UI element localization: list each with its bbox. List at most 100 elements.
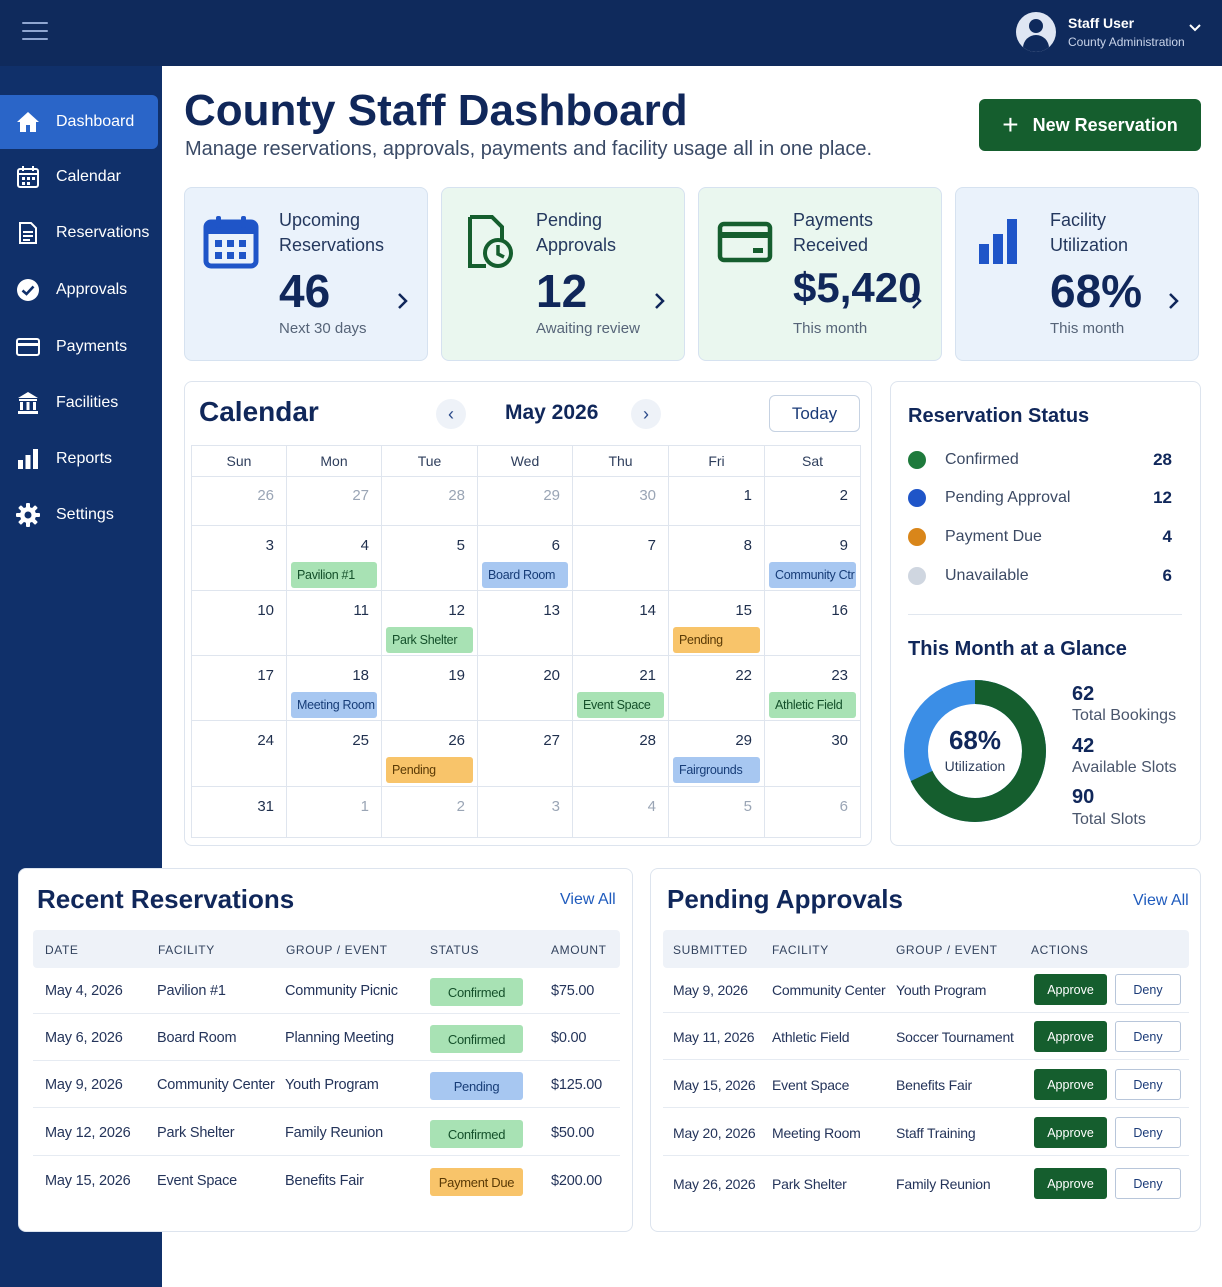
sidebar-item-reservations[interactable]: Reservations [0,206,158,260]
today-button[interactable]: Today [769,395,860,432]
calendar-day-cell[interactable]: 3 [478,787,573,838]
calendar-day-cell[interactable]: 31 [192,787,287,838]
calendar-day-cell[interactable]: 3 [192,526,287,591]
approve-button[interactable]: Approve [1034,1021,1107,1052]
calendar-day-cell[interactable]: 13 [478,591,573,656]
calendar-day-cell[interactable]: 21 Event Space [573,656,669,721]
page-subtitle: Manage reservations, approvals, payments… [185,138,873,160]
column-header-group-event: GROUP / EVENT [896,943,998,957]
calendar-day-cell[interactable]: 20 [478,656,573,721]
calendar-day-cell[interactable]: 28 [573,721,669,787]
calendar-day-cell[interactable]: 16 [765,591,861,656]
day-number: 20 [543,667,560,684]
deny-button[interactable]: Deny [1115,1021,1181,1052]
calendar-day-cell[interactable]: 23 Athletic Field [765,656,861,721]
cell-event: Youth Program [896,982,987,998]
calendar-event[interactable]: Board Room [482,562,568,588]
approve-button[interactable]: Approve [1034,1117,1107,1148]
plus-icon: + [1002,109,1019,140]
cell-date: May 9, 2026 [45,1077,123,1093]
calendar-event[interactable]: Fairgrounds [673,757,760,783]
calendar-day-cell[interactable]: 12 Park Shelter [382,591,478,656]
calendar-event[interactable]: Athletic Field [769,692,856,718]
sidebar-item-approvals[interactable]: Approvals [0,263,158,317]
calendar-day-cell[interactable]: 25 [287,721,382,787]
calendar-day-cell[interactable]: 30 [765,721,861,787]
calendar-day-cell[interactable]: 26 Pending [382,721,478,787]
approve-button[interactable]: Approve [1034,1168,1107,1199]
sidebar-item-label: Approvals [56,281,128,298]
calendar-day-cell[interactable]: 15 Pending [669,591,765,656]
calendar-day-cell[interactable]: 7 [573,526,669,591]
calendar-day-cell[interactable]: 29 Fairgrounds [669,721,765,787]
calendar-day-cell[interactable]: 28 [382,477,478,526]
sidebar-item-dashboard[interactable]: Dashboard [0,95,158,149]
menu-icon[interactable] [22,22,48,42]
calendar-event[interactable]: Meeting Room [291,692,377,718]
calendar-day-cell[interactable]: 27 [478,721,573,787]
row-divider [663,1059,1189,1060]
approvals-view-all-link[interactable]: View All [1133,892,1189,909]
day-number: 27 [543,732,560,749]
approve-button[interactable]: Approve [1034,974,1107,1005]
calendar-event[interactable]: Park Shelter [386,627,473,653]
calendar-day-cell[interactable]: 24 [192,721,287,787]
calendar-day-cell[interactable]: 4 Pavilion #1 [287,526,382,591]
next-month-button[interactable]: › [631,399,661,429]
calendar-day-cell[interactable]: 1 [287,787,382,838]
stat-card-facility-utilization[interactable]: Facility Utilization 68% This month [955,187,1199,361]
previous-month-button[interactable]: ‹ [436,399,466,429]
deny-button[interactable]: Deny [1115,1117,1181,1148]
calendar-day-cell[interactable]: 30 [573,477,669,526]
calendar-day-cell[interactable]: 8 [669,526,765,591]
calendar-day-cell[interactable]: 11 [287,591,382,656]
calendar-event[interactable]: Pending [386,757,473,783]
calendar-day-cell[interactable]: 4 [573,787,669,838]
calendar-icon [203,214,259,270]
deny-button[interactable]: Deny [1115,1069,1181,1100]
cell-event: Benefits Fair [896,1077,972,1093]
calendar-day-cell[interactable]: 19 [382,656,478,721]
calendar-day-cell[interactable]: 29 [478,477,573,526]
calendar-day-cell[interactable]: 27 [287,477,382,526]
calendar-day-cell[interactable]: 26 [192,477,287,526]
calendar-day-cell[interactable]: 6 [765,787,861,838]
calendar-day-cell[interactable]: 18 Meeting Room [287,656,382,721]
calendar-day-cell[interactable]: 14 [573,591,669,656]
calendar-day-cell[interactable]: 5 [669,787,765,838]
calendar-day-cell[interactable]: 6 Board Room [478,526,573,591]
calendar-day-cell[interactable]: 2 [382,787,478,838]
status-count: 12 [1153,488,1172,507]
cell-amount: $0.00 [551,1030,587,1046]
calendar-event[interactable]: Pavilion #1 [291,562,377,588]
sidebar-item-payments[interactable]: Payments [0,320,158,374]
calendar-day-cell[interactable]: 9 Community Ctr [765,526,861,591]
chevron-right-icon [654,290,666,316]
calendar-day-cell[interactable]: 5 [382,526,478,591]
deny-button[interactable]: Deny [1115,1168,1181,1199]
deny-button[interactable]: Deny [1115,974,1181,1005]
cell-event: Staff Training [896,1125,976,1141]
calendar-day-cell[interactable]: 1 [669,477,765,526]
calendar-event[interactable]: Pending [673,627,760,653]
stat-card-upcoming-reservations[interactable]: Upcoming Reservations 46 Next 30 days [184,187,428,361]
sidebar-item-facilities[interactable]: Facilities [0,376,158,430]
row-divider [663,1155,1189,1156]
calendar-day-cell[interactable]: 17 [192,656,287,721]
calendar-day-cell[interactable]: 10 [192,591,287,656]
sidebar-item-calendar[interactable]: Calendar [0,150,158,204]
approve-button[interactable]: Approve [1034,1069,1107,1100]
recent-view-all-link[interactable]: View All [560,891,616,908]
calendar-event[interactable]: Event Space [577,692,664,718]
user-menu[interactable]: Staff User County Administration [1016,12,1216,54]
calendar-day-cell[interactable]: 22 [669,656,765,721]
new-reservation-button[interactable]: + New Reservation [979,99,1201,151]
calendar-day-cell[interactable]: 2 [765,477,861,526]
sidebar-item-settings[interactable]: Settings [0,488,158,542]
column-header-submitted: SUBMITTED [673,943,748,957]
stat-card-pending-approvals[interactable]: Pending Approvals 12 Awaiting review [441,187,685,361]
calendar-event[interactable]: Community Ctr [769,562,856,588]
sidebar-item-reports[interactable]: Reports [0,432,158,486]
stat-card-payments-received[interactable]: Payments Received $5,420 This month [698,187,942,361]
row-divider [33,1155,620,1156]
